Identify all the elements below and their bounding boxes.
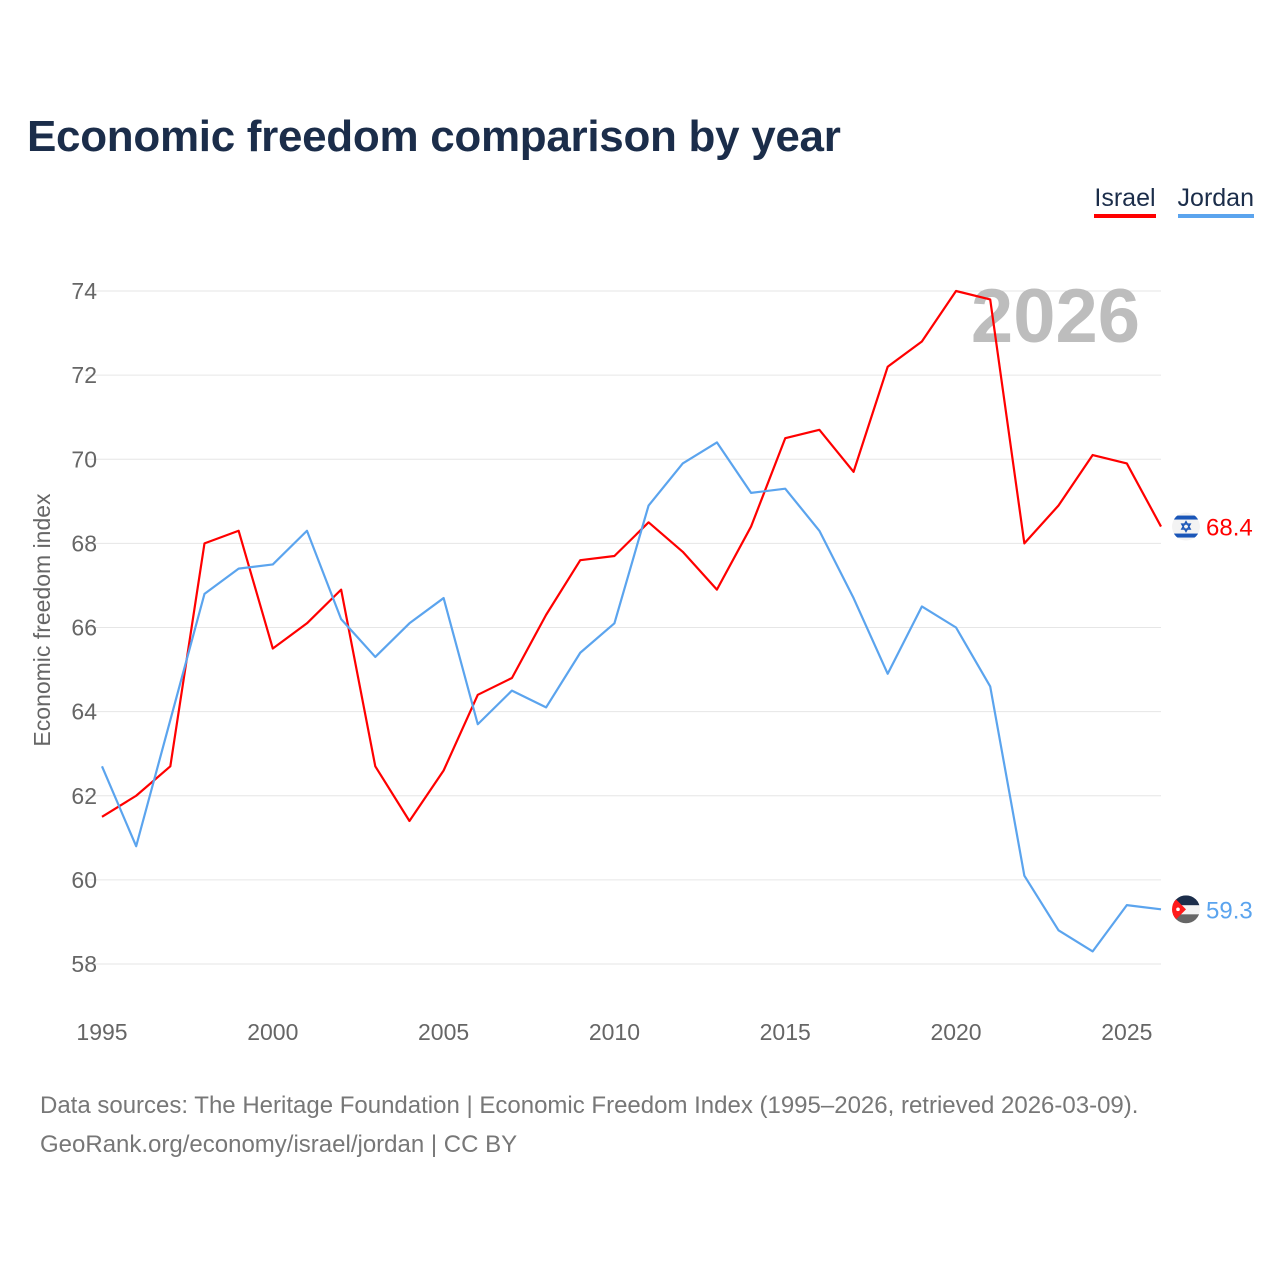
x-tick-label: 2000 [247,1019,298,1045]
israel-flag-icon [1172,512,1200,541]
y-tick-label: 66 [71,615,97,641]
series-line-israel[interactable] [101,289,1162,823]
legend-jordan[interactable]: Jordan [1177,184,1254,218]
legend: Israel Jordan [1094,184,1254,218]
data-source-note: Data sources: The Heritage Foundation | … [40,1092,1139,1119]
y-tick-label: 64 [71,699,97,725]
footer: Data sources: The Heritage Foundation | … [40,1086,1138,1164]
y-tick-label: 62 [71,783,97,809]
y-tick-label: 60 [71,867,97,893]
year-watermark: 2026 [971,274,1140,359]
jordan-flag-icon [1172,895,1200,924]
x-tick-label: 2005 [418,1019,469,1045]
x-tick-label: 2020 [930,1019,981,1045]
x-tick-label: 1995 [76,1019,127,1045]
y-tick-label: 58 [71,951,97,977]
y-axis-ticks: 58 60 62 64 66 68 70 72 74 [71,278,97,977]
gridlines [85,290,1161,965]
chart-title: Economic freedom comparison by year [27,112,841,161]
end-labels: 68.4 59.3 [1172,512,1253,924]
x-axis-ticks: 1995 2000 2005 2010 2015 2020 2025 [76,1019,1152,1045]
end-label-israel: 68.4 [1206,515,1253,542]
x-tick-label: 2025 [1101,1019,1152,1045]
source-link[interactable]: GeoRank.org/economy/israel/jordan | CC B… [40,1131,518,1158]
y-tick-label: 68 [71,530,97,556]
y-tick-label: 72 [71,362,97,388]
legend-israel[interactable]: Israel [1094,184,1156,218]
y-tick-label: 74 [71,278,97,304]
x-tick-label: 2015 [760,1019,811,1045]
y-axis-label: Economic freedom index [29,493,55,747]
x-tick-label: 2010 [589,1019,640,1045]
series-lines [100,289,1162,953]
series-line-jordan[interactable] [100,441,1162,953]
y-tick-label: 70 [71,446,97,472]
end-label-jordan: 59.3 [1206,897,1253,924]
